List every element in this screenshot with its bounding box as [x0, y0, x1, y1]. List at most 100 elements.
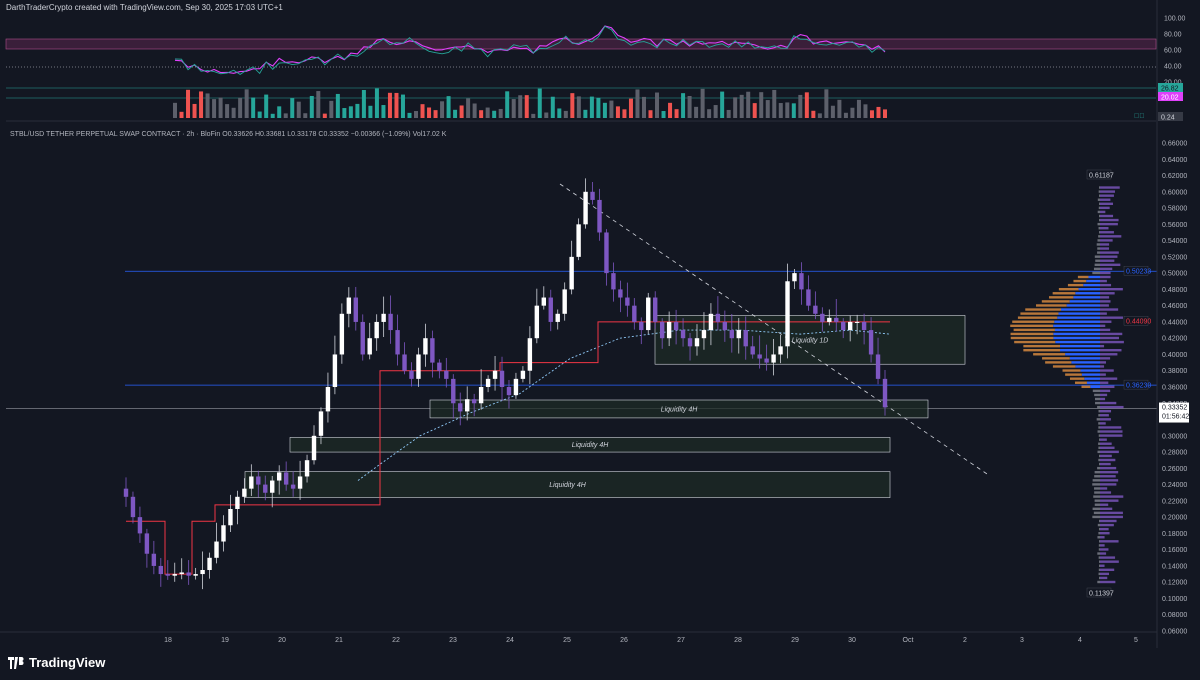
volume-profile-delta-bar — [1100, 475, 1116, 478]
chart-attribution: DarthTraderCrypto created with TradingVi… — [6, 3, 283, 12]
symbol-ohlc-legend[interactable]: STBL/USD TETHER PERPETUAL SWAP CONTRACT … — [10, 131, 447, 138]
volume-bar — [830, 105, 835, 118]
oscillator-tick-label: 60.00 — [1164, 48, 1182, 55]
time-tick-label: 27 — [677, 637, 685, 644]
tradingview-logo[interactable]: TradingView — [8, 655, 105, 670]
volume-profile-delta-bar — [1100, 548, 1109, 551]
time-tick-label: 3 — [1020, 637, 1024, 644]
time-tick-label: 19 — [221, 637, 229, 644]
candle-body — [186, 572, 191, 576]
volume-profile-bar — [1077, 275, 1089, 279]
volume-profile-delta-bar — [1100, 405, 1124, 409]
volume-bar — [856, 99, 861, 118]
low-price-tag: 0.11397 — [1089, 590, 1114, 597]
candle-body — [834, 317, 839, 322]
volume-profile-bar — [1036, 304, 1067, 307]
volume-profile-bar — [1053, 324, 1100, 327]
volume-profile-delta-bar — [1100, 239, 1113, 242]
volume-profile-delta-bar — [1100, 466, 1117, 470]
candle-body — [736, 330, 741, 339]
candle-body — [388, 313, 393, 331]
volume-bar — [257, 111, 262, 118]
volume-profile-bar — [1075, 365, 1100, 368]
candle-body — [451, 378, 456, 404]
price-tick-label: 0.52000 — [1162, 254, 1187, 261]
volume-bar — [863, 104, 868, 118]
volume-profile-bar — [1058, 288, 1079, 291]
volume-profile-bar — [1094, 393, 1100, 397]
volume-profile-delta-bar — [1100, 499, 1119, 502]
volume-bar — [798, 94, 803, 118]
volume-profile-bar — [1099, 519, 1100, 523]
volume-bar — [459, 105, 464, 118]
price-tick-label: 0.48000 — [1162, 287, 1187, 294]
candle-body — [471, 399, 477, 404]
volume-profile-bar — [1096, 418, 1100, 421]
volume-bar — [550, 96, 555, 118]
volume-profile-delta-bar — [1100, 292, 1115, 295]
candle-body — [653, 297, 658, 322]
candle-body — [430, 338, 435, 363]
candle-body — [708, 313, 714, 331]
volume-bar — [173, 102, 177, 118]
price-tick-label: 0.06000 — [1162, 629, 1187, 636]
volume-profile-bar — [1058, 312, 1100, 315]
price-axis[interactable]: 0.66000 0.64000 0.62000 0.60000 0.58000 0.560… — [1156, 0, 1187, 648]
price-tick-label: 0.44000 — [1162, 319, 1187, 326]
volume-profile-delta-bar — [1100, 361, 1106, 364]
volume-bar — [883, 109, 887, 118]
liquidity-zone — [429, 399, 929, 419]
volume-bar — [283, 113, 288, 118]
volume-profile-delta-bar — [1100, 527, 1109, 531]
eye-off-icon[interactable]: ◎⃠ — [1134, 113, 1145, 120]
volume-profile-bar — [1088, 275, 1100, 279]
volume-profile-bar — [1055, 340, 1100, 344]
volume-profile-delta-bar — [1100, 442, 1112, 445]
volume-bar — [433, 110, 438, 118]
candle-body — [639, 321, 644, 331]
candle-body — [270, 480, 275, 493]
volume-bar — [368, 105, 373, 118]
time-axis[interactable]: 18 19 20 21 22 23 24 25 26 27 28 29 30 Oct 2 3 4 5 — [0, 631, 1157, 644]
volume-profile-delta-bar — [1100, 458, 1116, 462]
volume-bar — [609, 100, 614, 118]
liquidity-zone — [244, 471, 891, 498]
volume-bar — [531, 113, 536, 118]
volume-bar — [374, 88, 379, 118]
volume-profile-bar — [1099, 214, 1100, 218]
volume-profile-delta-bar — [1100, 426, 1122, 429]
candle-body — [444, 370, 449, 379]
volume-profile-bar — [1094, 499, 1100, 502]
volume-bar — [316, 91, 321, 118]
volume-profile-delta-bar — [1100, 462, 1111, 466]
candle-body — [325, 387, 331, 412]
volume-profile-delta-bar — [1100, 308, 1119, 311]
upper-level-tag-bg — [1123, 266, 1149, 276]
volume-profile-delta-bar — [1100, 430, 1123, 433]
volume-bar — [414, 111, 419, 118]
volume-profile-delta-bar — [1100, 255, 1118, 258]
candle-body — [827, 317, 832, 322]
candle-body — [297, 476, 303, 489]
volume-bar — [231, 107, 236, 118]
volume-profile-bar — [1098, 556, 1100, 559]
volume-bar — [186, 89, 191, 118]
volume-profile-bar — [1065, 373, 1082, 376]
volume-profile-bar — [1098, 235, 1100, 238]
candle-body — [200, 570, 205, 575]
time-tick-label: 4 — [1078, 637, 1082, 644]
volume-bar — [453, 109, 458, 118]
volume-profile-bar — [1092, 479, 1100, 482]
candle-body — [465, 399, 470, 412]
candle-body — [659, 321, 665, 339]
volume-bar — [387, 92, 392, 118]
volume-profile-bar — [1097, 198, 1100, 201]
volume-bar — [739, 94, 744, 118]
liquidity-zone — [654, 315, 966, 365]
volume-profile-bar — [1098, 422, 1100, 425]
volume-profile-bar — [1098, 544, 1100, 547]
candle-body — [492, 370, 498, 379]
chart-canvas[interactable]: ◎⃠ 100.0080.0060.0040.0020.0026.8220.020… — [0, 0, 1200, 648]
volume-profile-bar — [1096, 243, 1100, 246]
